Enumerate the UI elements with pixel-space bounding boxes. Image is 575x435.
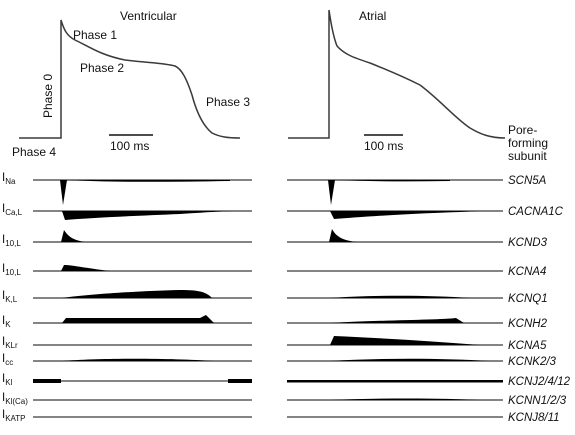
- atrial-fill-ina-tail: [335, 180, 450, 182]
- current-labels: INa ICa,L I10,L I10,L IK,L IK IKLr Icc I…: [2, 172, 28, 423]
- gene-label: KCND3: [508, 237, 548, 249]
- subunit-header-line-3: subunit: [508, 149, 547, 163]
- current-label: IK: [2, 315, 11, 329]
- gene-label: KCNH2: [508, 318, 548, 330]
- current-label: Icc: [2, 353, 13, 367]
- current-label: IKLr: [2, 336, 18, 350]
- current-label: IKATP: [2, 409, 26, 423]
- atrial-fill-ina: [328, 180, 335, 205]
- gene-label: KCNQ1: [508, 293, 548, 305]
- atrial-current-traces: [287, 179, 503, 418]
- ventricular-current-traces: [33, 179, 252, 418]
- ventricular-title: Ventricular: [120, 9, 177, 23]
- subunit-header-line-2: forming: [508, 136, 548, 150]
- subunit-header-line-1: Pore-: [508, 123, 537, 137]
- current-label: IK,L: [2, 290, 18, 304]
- current-label: I10,L: [2, 263, 21, 277]
- ventricular-fill-ina: [60, 180, 67, 205]
- ventricular-fill-ito-1: [61, 230, 85, 242]
- current-label: IKl: [2, 373, 13, 387]
- gene-label: KCNA5: [508, 340, 547, 352]
- gene-label: KCNN1/2/3: [508, 395, 567, 407]
- current-label: IKl(Ca): [2, 392, 28, 406]
- gene-label: SCN5A: [508, 175, 547, 187]
- ventricular-fill-ical: [62, 211, 235, 220]
- gene-label: KCNJ8/11: [508, 412, 560, 424]
- phase-4-label: Phase 4: [12, 145, 56, 159]
- ventricular-fill-ikr: [62, 315, 214, 323]
- ventricular-scale-label: 100 ms: [110, 139, 149, 153]
- ventricular-fill-ik1-right: [228, 379, 252, 383]
- gene-label: CACNA1C: [508, 206, 564, 218]
- phase-0-label: Phase 0: [41, 74, 55, 118]
- atrial-title: Atrial: [359, 9, 386, 23]
- atrial-fill-iks: [330, 295, 470, 298]
- atrial-fill-ikr: [330, 318, 464, 323]
- atrial-fill-ikca: [330, 398, 480, 400]
- atrial-fill-ical: [330, 211, 480, 219]
- current-label: ICa,L: [2, 203, 23, 217]
- atrial-fill-ito-1: [329, 229, 356, 242]
- ventricular-fill-ina-tail: [67, 180, 230, 182]
- atrial-scale-label: 100 ms: [364, 139, 403, 153]
- phase-1-label: Phase 1: [73, 28, 117, 42]
- gene-labels: SCN5A CACNA1C KCND3 KCNA4 KCNQ1 KCNH2 KC…: [508, 175, 571, 424]
- current-label: INa: [2, 172, 16, 186]
- ventricular-fill-iks: [62, 290, 212, 298]
- ventricular-fill-ik1-left: [33, 379, 61, 383]
- gene-label: KCNK2/3: [508, 356, 557, 368]
- atrial-action-potential: [288, 9, 506, 139]
- phase-3-label: Phase 3: [206, 95, 250, 109]
- atrial-fill-icc: [330, 358, 490, 361]
- atrial-fill-ikur: [330, 336, 480, 345]
- atrial-fill-ik1: [287, 380, 503, 383]
- ventricular-fill-icc: [62, 358, 214, 361]
- current-label: I10,L: [2, 234, 21, 248]
- ventricular-action-potential: [19, 19, 241, 139]
- gene-label: KCNA4: [508, 266, 546, 278]
- phase-2-label: Phase 2: [80, 61, 124, 75]
- gene-label: KCNJ2/4/12: [508, 376, 571, 388]
- ventricular-fill-ito-2: [61, 265, 110, 271]
